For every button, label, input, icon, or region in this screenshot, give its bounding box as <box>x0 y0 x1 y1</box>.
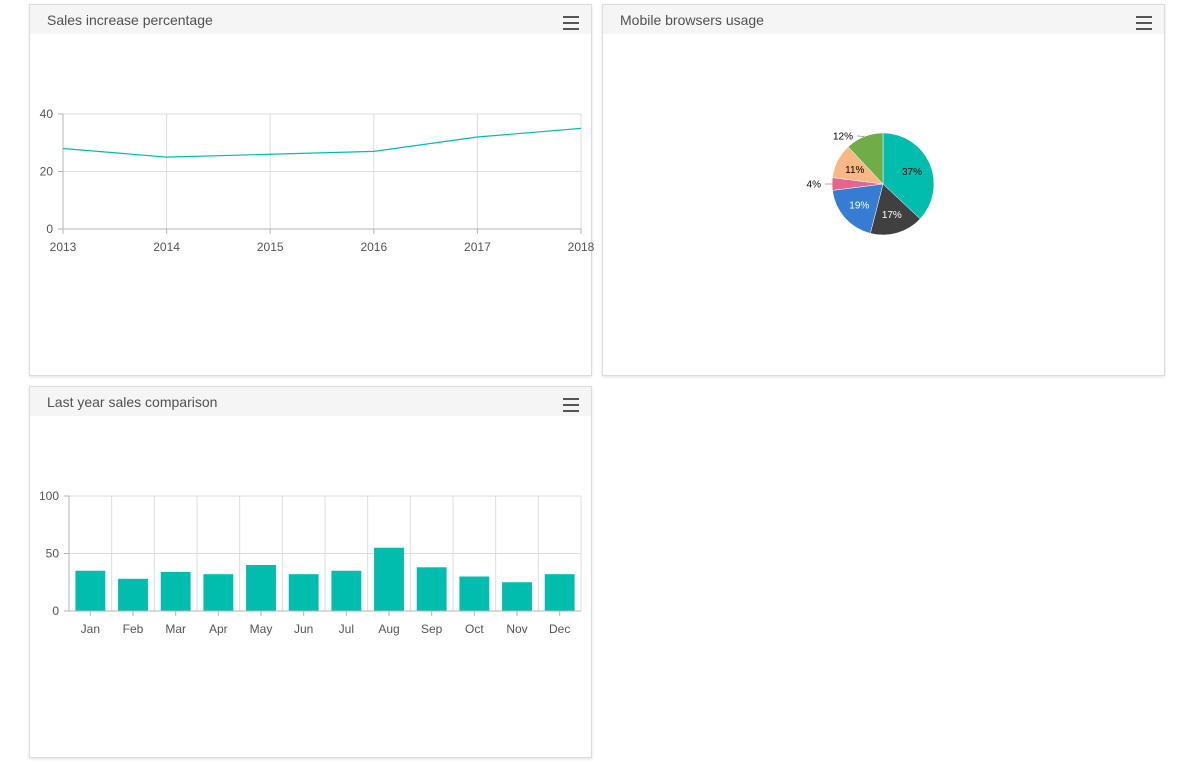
x-tick-label: Aug <box>378 622 399 636</box>
hamburger-menu-icon[interactable] <box>563 16 579 30</box>
x-tick-label: 2016 <box>360 240 387 254</box>
bar <box>75 570 106 611</box>
y-tick-label: 50 <box>46 547 60 561</box>
bar <box>544 574 575 611</box>
x-tick-label: Nov <box>506 622 527 636</box>
x-tick-label: May <box>250 622 273 636</box>
bar-chart-panel: Last year sales comparison 0 50 100 Jan Feb M… <box>29 386 592 758</box>
pie-chart-area: 37% 17% 19% 4% 11% 12% <box>603 34 1164 375</box>
panel-title: Mobile browsers usage <box>620 12 764 28</box>
x-tick-label: 2014 <box>153 240 180 254</box>
x-tick-label: Jun <box>294 622 313 636</box>
bar <box>160 571 191 611</box>
panel-header: Sales increase percentage <box>30 5 591 34</box>
y-tick-label: 20 <box>40 165 54 179</box>
x-tick-label: 2017 <box>464 240 491 254</box>
y-tick-label: 0 <box>46 222 53 236</box>
pie-chart: 37% 17% 19% 4% 11% 12% <box>807 132 935 236</box>
y-tick-label: 0 <box>52 604 59 618</box>
pie-slice <box>882 132 935 220</box>
pie-slice <box>832 183 884 234</box>
pie-data-label: 11% <box>845 165 864 176</box>
bar-chart: 0 50 100 Jan Feb Mar Apr May Jun Jul Aug Sep Oct Nov D… <box>39 489 582 636</box>
x-tick-label: 2013 <box>50 240 77 254</box>
pie-data-label: 12% <box>833 132 853 143</box>
panel-title: Last year sales comparison <box>47 394 218 410</box>
y-tick-label: 100 <box>39 489 59 503</box>
x-tick-label: Jul <box>339 622 354 636</box>
pie-data-label: 17% <box>882 210 902 221</box>
line-chart: 0 20 40 2013 2014 2015 2016 2017 2018 <box>40 107 595 254</box>
hamburger-menu-icon[interactable] <box>1136 16 1152 30</box>
pie-connector <box>857 135 865 137</box>
x-tick-label: 2018 <box>568 240 595 254</box>
bar <box>502 582 532 611</box>
x-tick-label: Oct <box>465 622 484 636</box>
x-tick-label: Feb <box>123 622 144 636</box>
panel-header: Last year sales comparison <box>30 387 591 416</box>
bar <box>331 570 362 611</box>
bar <box>459 576 490 611</box>
bar <box>374 547 404 611</box>
pie-data-label: 4% <box>807 180 822 191</box>
line-chart-panel: Sales increase percentage 0 20 40 2013 2014 2… <box>29 4 595 376</box>
bar <box>288 574 319 611</box>
pie-slice <box>870 183 921 236</box>
panel-header: Mobile browsers usage <box>603 5 1164 34</box>
y-tick-label: 40 <box>40 107 54 121</box>
series-line <box>62 127 582 158</box>
x-tick-label: Jan <box>81 622 100 636</box>
x-tick-label: Sep <box>421 622 443 636</box>
hamburger-menu-icon[interactable] <box>563 398 579 412</box>
x-tick-label: Dec <box>549 622 570 636</box>
pie-slice <box>847 132 884 185</box>
bar-chart-area: 0 50 100 Jan Feb Mar Apr May Jun Jul Aug Sep Oct Nov D… <box>30 416 591 757</box>
bar <box>416 567 447 611</box>
bar <box>246 565 276 611</box>
x-tick-label: 2015 <box>257 240 284 254</box>
bar <box>203 574 234 611</box>
pie-data-label: 19% <box>849 200 869 211</box>
pie-chart-panel: Mobile browsers usage 37% 17% 19% 4% 11% 12% <box>602 4 1165 376</box>
x-tick-label: Mar <box>165 622 186 636</box>
x-tick-label: Apr <box>209 622 228 636</box>
line-chart-area: 0 20 40 2013 2014 2015 2016 2017 2018 <box>30 34 595 375</box>
panel-title: Sales increase percentage <box>47 12 213 28</box>
pie-data-label: 37% <box>902 167 922 178</box>
bar <box>118 578 148 611</box>
